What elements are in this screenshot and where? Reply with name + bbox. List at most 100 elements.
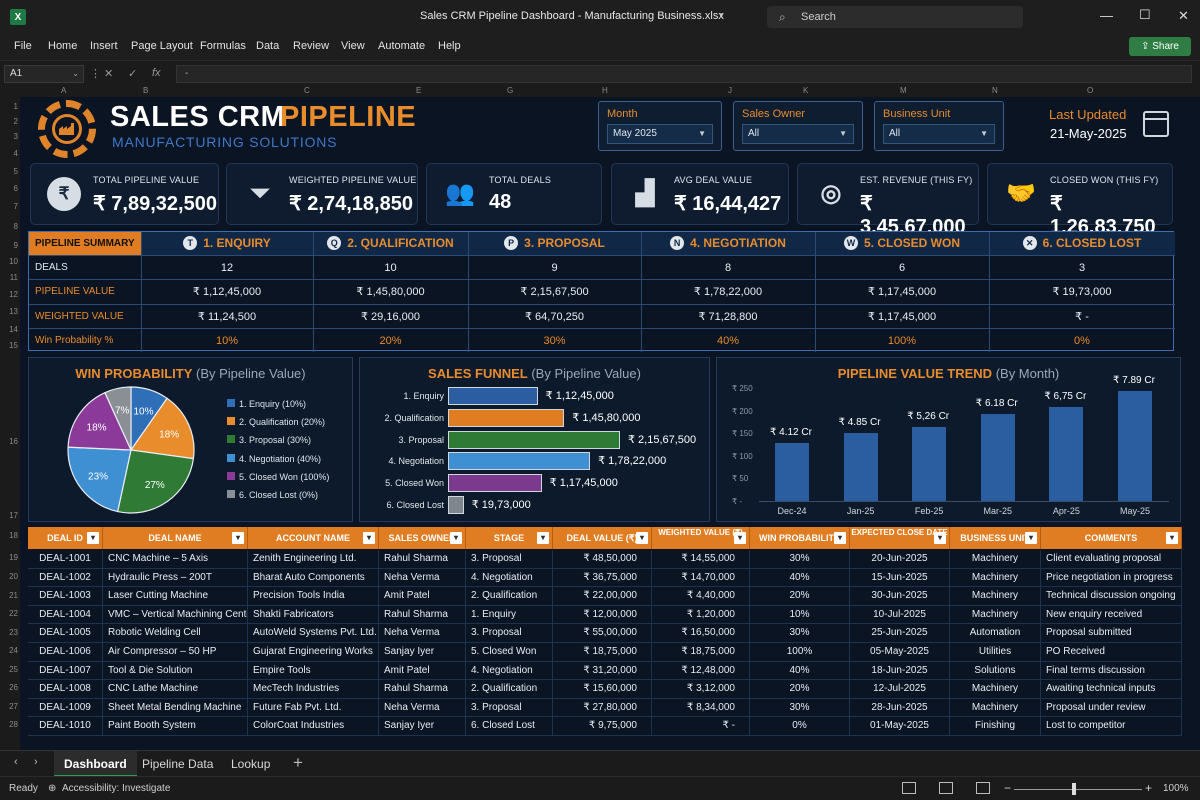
table-cell[interactable]: DEAL-1006 — [28, 643, 103, 662]
win-probability-panel[interactable]: WIN PROBABILITY (By Pipeline Value) 10% 1… — [28, 357, 353, 522]
maximize-button[interactable]: ☐ — [1139, 7, 1151, 22]
table-cell[interactable]: 1. Enquiry — [466, 605, 553, 625]
table-cell[interactable]: 6. Closed Lost — [466, 717, 553, 736]
column-header-cell[interactable]: DEAL NAME ▾ — [103, 527, 248, 549]
sheet-tab-lookup[interactable]: Lookup — [231, 757, 271, 771]
minimize-button[interactable]: — — [1100, 8, 1113, 23]
row-header[interactable]: 4 — [13, 149, 18, 158]
page-break-view-icon[interactable] — [976, 782, 990, 794]
cancel-entry-icon[interactable]: ✕ — [104, 68, 114, 80]
row-header[interactable]: 18 — [9, 531, 18, 540]
table-row[interactable]: DEAL-1004 VMC – Vertical Machining Center… — [28, 605, 1182, 625]
row-header[interactable]: 20 — [9, 572, 18, 581]
column-header[interactable]: N — [992, 86, 998, 95]
table-cell[interactable]: 3. Proposal — [466, 550, 553, 569]
table-cell[interactable]: Hydraulic Press – 200T — [103, 568, 248, 588]
table-cell[interactable]: Empire Tools — [248, 661, 379, 681]
column-header[interactable]: G — [507, 86, 514, 95]
table-cell[interactable]: Finishing — [950, 717, 1041, 736]
table-cell[interactable]: Rahul Sharma — [379, 550, 466, 569]
formula-input[interactable]: - — [176, 65, 1192, 83]
table-cell[interactable]: Air Compressor – 50 HP — [103, 643, 248, 662]
table-cell[interactable]: 20% — [750, 680, 850, 699]
table-cell[interactable]: 25-Jun-2025 — [850, 624, 950, 643]
filter-dropdown-icon[interactable]: ▾ — [734, 532, 746, 544]
add-sheet-icon[interactable]: + — [293, 753, 303, 772]
menu-data[interactable]: Data — [256, 40, 280, 52]
table-cell[interactable]: ₹ 27,80,000 — [553, 698, 652, 718]
table-cell[interactable]: Bharat Auto Components — [248, 568, 379, 588]
menu-insert[interactable]: Insert — [90, 40, 118, 52]
filter-dropdown-icon[interactable]: ▾ — [1025, 532, 1037, 544]
table-cell[interactable]: Zenith Engineering Ltd. — [248, 550, 379, 569]
column-header[interactable]: M — [900, 86, 907, 95]
row-header[interactable]: 11 — [9, 273, 18, 282]
insert-function-icon[interactable]: fx — [152, 67, 161, 79]
column-header[interactable]: A — [61, 86, 67, 95]
table-cell[interactable]: CNC Lathe Machine — [103, 680, 248, 699]
funnel-bar[interactable] — [448, 430, 620, 449]
table-cell[interactable]: ₹ 14,55,000 — [652, 550, 750, 569]
column-header-cell[interactable]: DEAL VALUE (₹) ▾ — [553, 527, 652, 549]
trend-bar[interactable] — [843, 433, 878, 501]
table-cell[interactable]: Machinery — [950, 680, 1041, 699]
column-header-cell[interactable]: EXPECTED CLOSE DATE ▾ — [850, 527, 950, 549]
table-cell[interactable]: Solutions — [950, 661, 1041, 681]
table-cell[interactable]: ₹ 15,60,000 — [553, 680, 652, 699]
table-cell[interactable]: 10% — [750, 605, 850, 625]
row-header[interactable]: 27 — [9, 702, 18, 711]
table-cell[interactable]: 20-Jun-2025 — [850, 550, 950, 569]
funnel-bar[interactable] — [448, 496, 464, 514]
table-cell[interactable]: 15-Jun-2025 — [850, 568, 950, 588]
row-header[interactable]: 22 — [9, 609, 18, 618]
table-cell[interactable]: ₹ 18,75,000 — [652, 643, 750, 662]
table-cell[interactable]: DEAL-1008 — [28, 680, 103, 699]
zoom-slider-handle[interactable] — [1072, 783, 1076, 795]
table-cell[interactable]: ₹ 9,75,000 — [553, 717, 652, 736]
table-cell[interactable]: ₹ 3,12,000 — [652, 680, 750, 699]
table-cell[interactable]: ₹ - — [652, 717, 750, 736]
table-cell[interactable]: 3. Proposal — [466, 698, 553, 718]
trend-bar[interactable] — [775, 443, 809, 501]
row-header[interactable]: 9 — [13, 241, 18, 250]
share-button[interactable]: ⇪ Share — [1129, 37, 1191, 56]
table-cell[interactable]: New enquiry received — [1041, 605, 1182, 625]
menu-home[interactable]: Home — [48, 40, 78, 52]
table-cell[interactable]: Amit Patel — [379, 587, 466, 606]
row-header[interactable]: 28 — [9, 720, 18, 729]
column-header-cell[interactable]: WIN PROBABILITY ▾ — [750, 527, 850, 549]
table-cell[interactable]: 28-Jun-2025 — [850, 698, 950, 718]
table-cell[interactable]: DEAL-1004 — [28, 605, 103, 625]
column-header[interactable]: J — [728, 86, 732, 95]
table-cell[interactable]: Future Fab Pvt. Ltd. — [248, 698, 379, 718]
table-row[interactable]: DEAL-1005 Robotic Welding Cell AutoWeld Sy… — [28, 624, 1182, 643]
column-header[interactable]: E — [416, 86, 422, 95]
filter-dropdown-icon[interactable]: ▾ — [1166, 532, 1178, 544]
prev-sheet-icon[interactable]: ‹ — [14, 756, 18, 768]
table-cell[interactable]: ₹ 55,00,000 — [553, 624, 652, 643]
search-box[interactable]: ⌕ Search — [767, 6, 1023, 28]
table-cell[interactable]: Paint Booth System — [103, 717, 248, 736]
zoom-in-icon[interactable]: + — [1145, 781, 1153, 795]
row-header[interactable]: 17 — [9, 511, 18, 520]
table-cell[interactable]: ₹ 8,34,000 — [652, 698, 750, 718]
table-cell[interactable]: 0% — [750, 717, 850, 736]
column-header-cell[interactable]: SALES OWNER ▾ — [379, 527, 466, 549]
table-cell[interactable]: Machinery — [950, 587, 1041, 606]
table-cell[interactable]: DEAL-1002 — [28, 568, 103, 588]
table-cell[interactable]: Laser Cutting Machine — [103, 587, 248, 606]
table-cell[interactable]: DEAL-1001 — [28, 550, 103, 569]
table-cell[interactable]: Sheet Metal Bending Machine — [103, 698, 248, 718]
menu-review[interactable]: Review — [293, 40, 330, 52]
table-cell[interactable]: Amit Patel — [379, 661, 466, 681]
close-window-button[interactable]: ✕ — [1178, 8, 1189, 23]
pie-slice[interactable] — [116, 449, 195, 514]
pie-slice[interactable] — [67, 391, 132, 451]
row-header[interactable]: 23 — [9, 628, 18, 637]
business-unit-select[interactable]: All ▼ — [883, 124, 995, 144]
table-cell[interactable]: 01-May-2025 — [850, 717, 950, 736]
table-cell[interactable]: 10-Jul-2025 — [850, 605, 950, 625]
row-header[interactable]: 10 — [9, 257, 18, 266]
table-cell[interactable]: ColorCoat Industries — [248, 717, 379, 736]
table-cell[interactable]: ₹ 1,20,000 — [652, 605, 750, 625]
